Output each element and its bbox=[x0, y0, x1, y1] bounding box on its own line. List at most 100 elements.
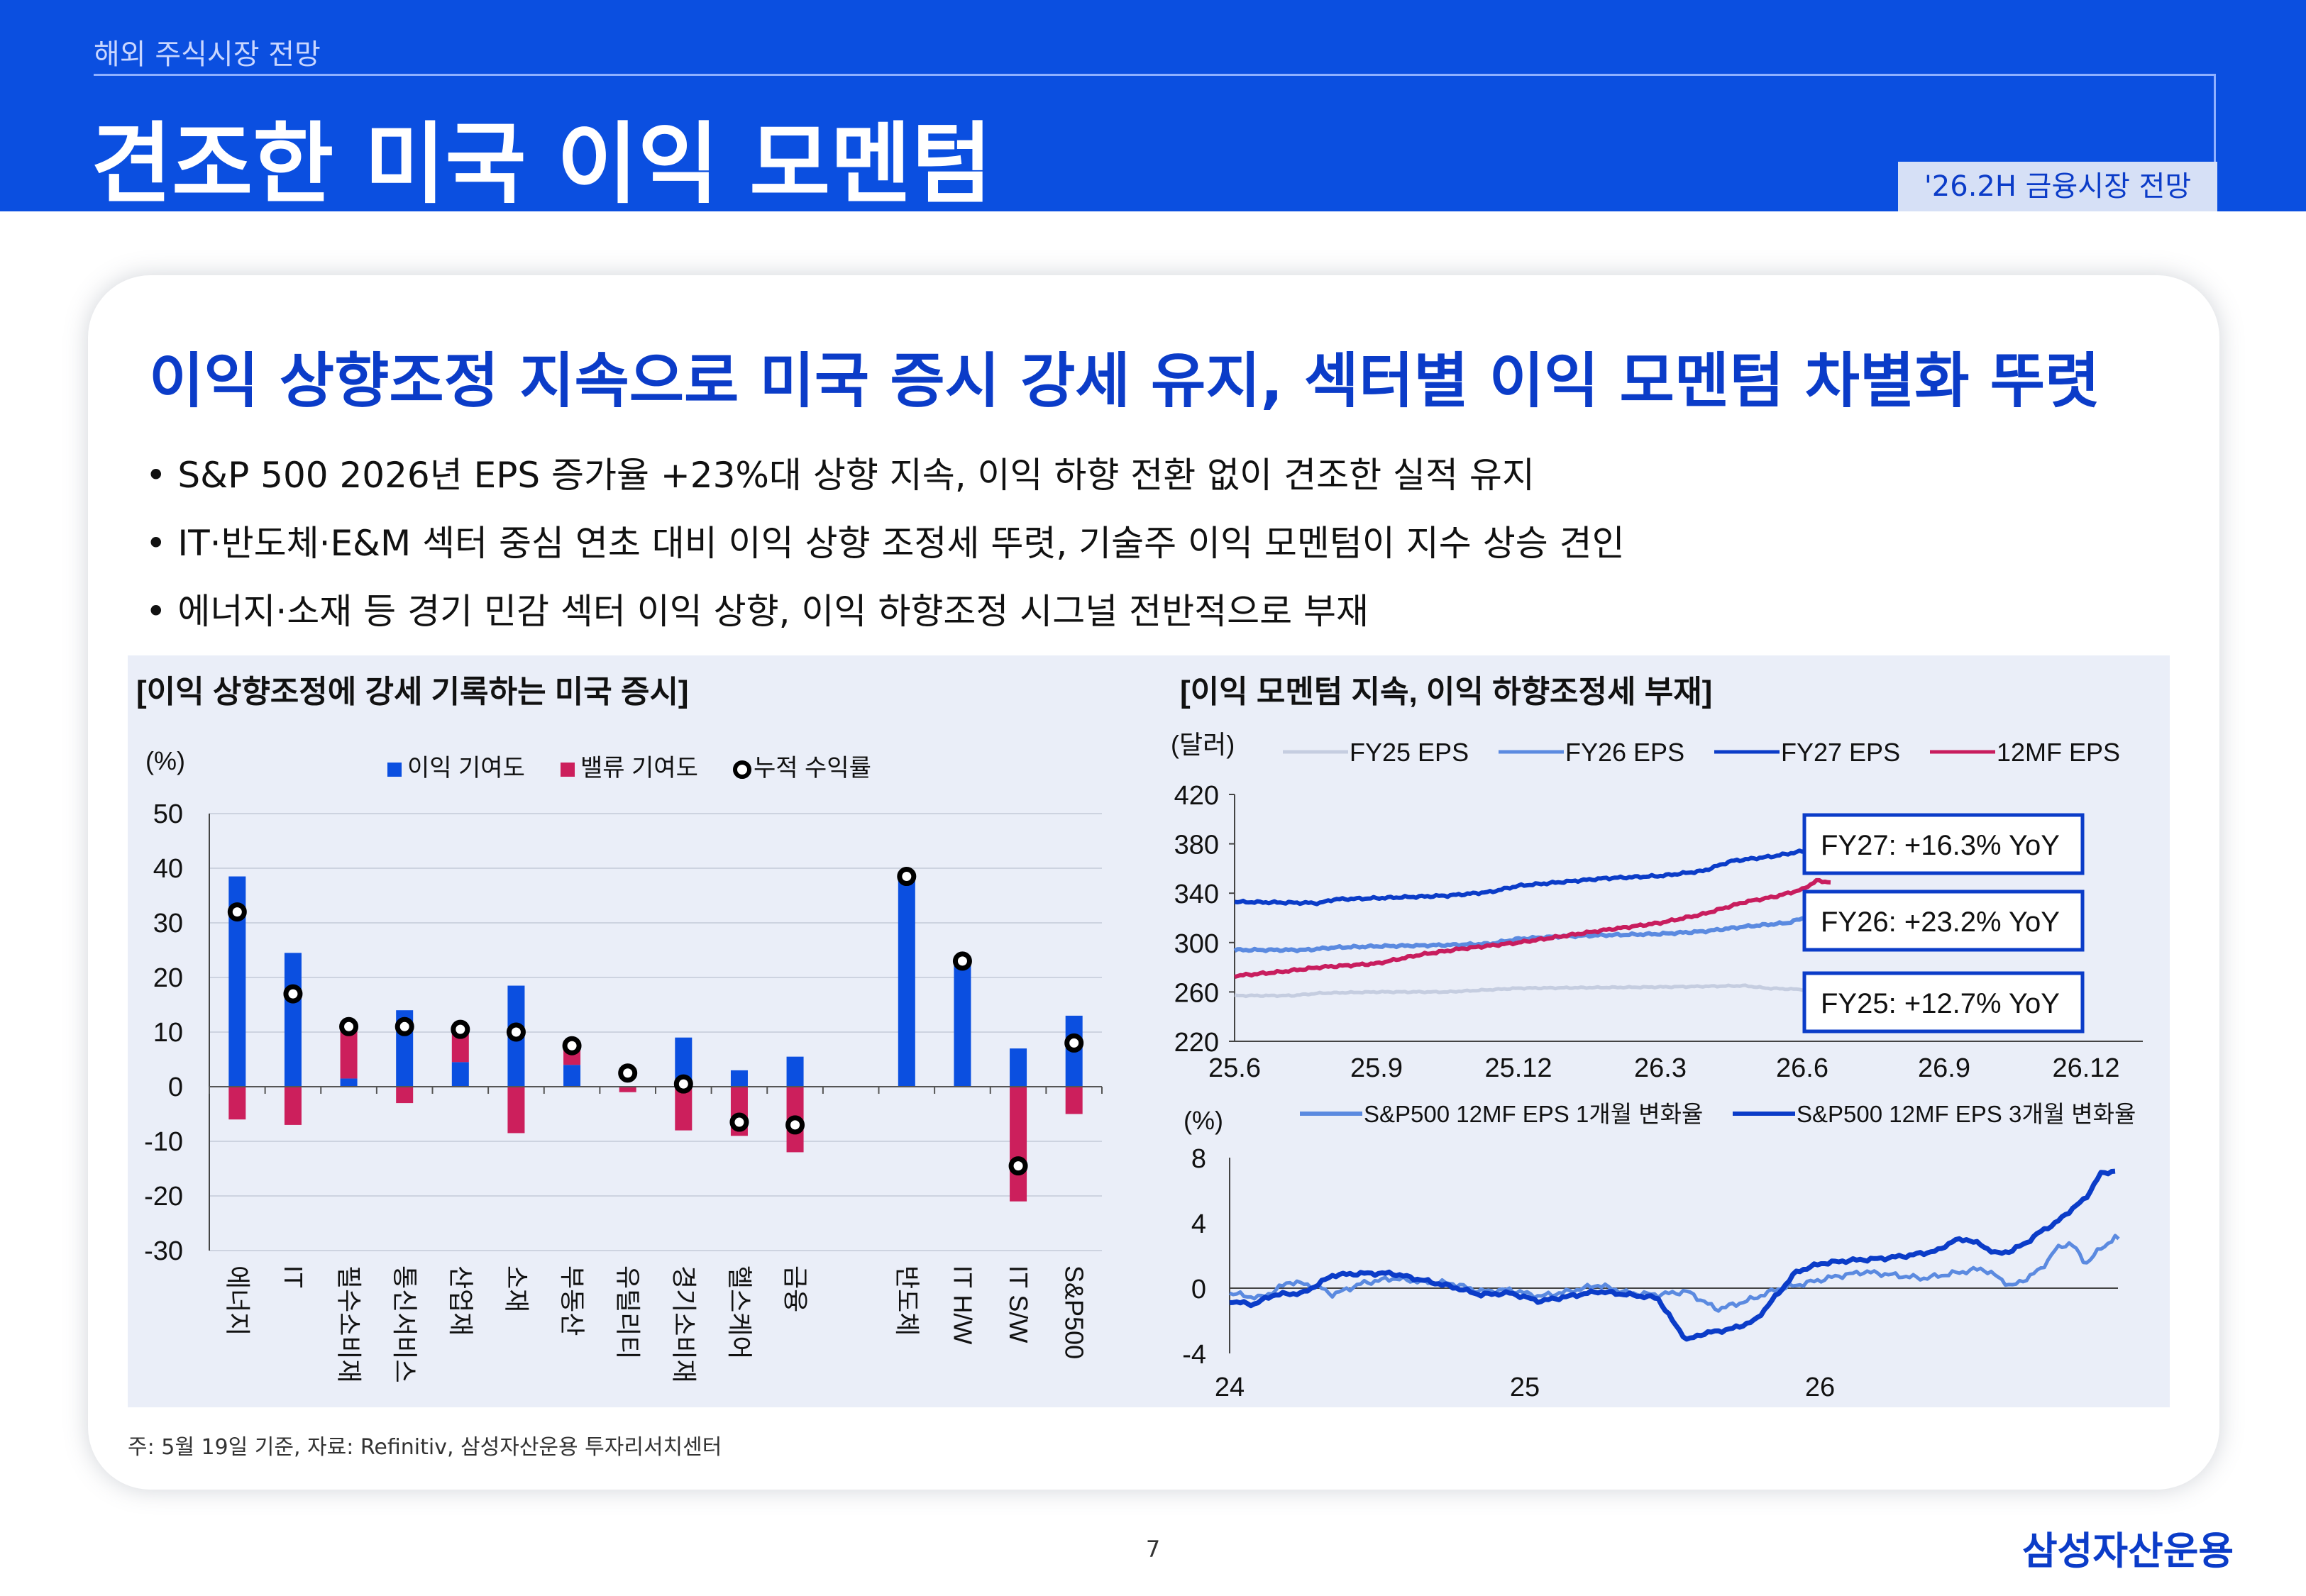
chart2-legend-label: FY26 EPS bbox=[1565, 738, 1684, 767]
chart2-y-unit: (달러) bbox=[1171, 730, 1235, 759]
legend-return-label: 누적 수익률 bbox=[754, 755, 871, 782]
chart1-x-label: 소재 bbox=[502, 1265, 531, 1312]
chart1-y-tick: 30 bbox=[153, 909, 183, 938]
chart2-y-tick: 420 bbox=[1174, 781, 1219, 811]
chart2-y-tick: 340 bbox=[1174, 880, 1219, 909]
chart1-x-label: 금융 bbox=[781, 1265, 810, 1312]
chart3-legend-label: S&P500 12MF EPS 3개월 변화율 bbox=[1797, 1101, 2136, 1127]
bar-valuation bbox=[396, 1087, 414, 1104]
return-marker bbox=[1008, 1156, 1028, 1176]
bullet-item: • 에너지·소재 등 경기 민감 섹터 이익 상향, 이익 하향조정 시그널 전… bbox=[145, 591, 1369, 632]
return-marker bbox=[283, 984, 303, 1004]
return-marker bbox=[451, 1019, 470, 1039]
return-marker bbox=[952, 951, 972, 971]
chart2-x-tick: 25.9 bbox=[1350, 1053, 1403, 1083]
header-rule-vertical bbox=[2214, 74, 2216, 165]
footnote: 주: 5월 19일 기준, 자료: Refinitiv, 삼성자산운용 투자리서… bbox=[128, 1435, 722, 1460]
chart1-x-label: 경기소비재 bbox=[669, 1265, 698, 1383]
bullet-item: • S&P 500 2026년 EPS 증가율 +23%대 상향 지속, 이익 … bbox=[145, 455, 1535, 496]
yoy-annotation-box bbox=[1802, 971, 2085, 1033]
chart2-y-tick: 260 bbox=[1174, 978, 1219, 1008]
bar-valuation bbox=[507, 1087, 525, 1134]
bar-valuation bbox=[675, 1087, 693, 1131]
chart3-series-line bbox=[1229, 1168, 2116, 1342]
chart3-y-unit: (%) bbox=[1184, 1106, 1223, 1135]
chart1-y-tick: -20 bbox=[144, 1182, 183, 1212]
return-marker bbox=[618, 1063, 638, 1083]
legend-valuation-label: 밸류 기여도 bbox=[580, 755, 698, 782]
header-band: 해외 주식시장 전망 견조한 미국 이익 모멘텀 '26.2H 금융시장 전망 bbox=[0, 0, 2306, 216]
chart1-x-label: IT bbox=[279, 1265, 308, 1288]
chart3-x-tick: 26 bbox=[1805, 1373, 1835, 1402]
yoy-annotation-text: FY27: +16.3% YoY bbox=[1821, 830, 2060, 861]
bar-valuation bbox=[1010, 1087, 1027, 1202]
chart2-x-tick: 26.9 bbox=[1918, 1053, 1970, 1083]
chart1-y-tick: 50 bbox=[153, 799, 183, 829]
chart3-y-tick: -4 bbox=[1182, 1340, 1206, 1370]
return-marker bbox=[562, 1036, 582, 1055]
chart2-title: [이익 모멘텀 지속, 이익 하향조정세 부재] bbox=[1180, 675, 1712, 709]
chart2-x-tick: 26.3 bbox=[1634, 1053, 1687, 1083]
chart1-y-tick: 10 bbox=[153, 1018, 183, 1048]
chart3-x-tick: 25 bbox=[1510, 1373, 1540, 1402]
chart2-x-tick: 25.12 bbox=[1484, 1053, 1552, 1083]
bar-valuation bbox=[284, 1087, 302, 1125]
bar-earnings bbox=[284, 953, 302, 1087]
chart2-x-tick: 26.12 bbox=[2052, 1053, 2119, 1083]
chart2-x-tick: 25.6 bbox=[1208, 1053, 1261, 1083]
bar-earnings bbox=[898, 876, 915, 1087]
chart2-legend-label: FY27 EPS bbox=[1781, 738, 1900, 767]
chart1-x-label: 반도체 bbox=[893, 1265, 922, 1336]
page-title: 견조한 미국 이익 모멘텀 bbox=[91, 113, 993, 216]
yoy-annotation-text: FY26: +23.2% YoY bbox=[1821, 907, 2060, 938]
section-kicker: 해외 주식시장 전망 bbox=[94, 38, 321, 71]
return-marker bbox=[785, 1115, 805, 1135]
chart1-y-tick: -10 bbox=[144, 1127, 183, 1157]
header-rule bbox=[94, 74, 2215, 76]
chart1-x-label: 에너지 bbox=[223, 1265, 252, 1336]
chart1-x-label: IT S/W bbox=[1004, 1265, 1033, 1343]
legend-earnings-label: 이익 기여도 bbox=[407, 755, 525, 782]
chart1-y-unit: (%) bbox=[145, 746, 185, 775]
return-marker bbox=[673, 1074, 693, 1094]
yoy-annotation-text: FY25: +12.7% YoY bbox=[1821, 988, 2060, 1019]
chart1-x-label: 부동산 bbox=[558, 1265, 587, 1336]
chart3-x-tick: 24 bbox=[1215, 1373, 1245, 1402]
chart2-y-tick: 380 bbox=[1174, 831, 1219, 860]
bar-valuation bbox=[1065, 1087, 1083, 1114]
chart1-y-tick: -30 bbox=[144, 1236, 183, 1266]
chart2-series-line bbox=[1233, 911, 1831, 953]
chart2-series-line bbox=[1234, 842, 1832, 907]
chart3-y-tick: 8 bbox=[1191, 1144, 1206, 1174]
bar-valuation bbox=[619, 1087, 636, 1092]
legend-valuation-swatch bbox=[561, 763, 575, 777]
return-marker bbox=[395, 1016, 414, 1036]
bar-earnings bbox=[340, 1078, 358, 1087]
company-logo: 삼성자산운용 bbox=[2022, 1529, 2234, 1573]
return-marker bbox=[506, 1022, 526, 1042]
chart3-series-line bbox=[1229, 1234, 2120, 1313]
chart1-x-label: S&P500 bbox=[1060, 1265, 1089, 1359]
chart3-y-tick: 4 bbox=[1191, 1209, 1206, 1239]
chart3-y-tick: 0 bbox=[1191, 1275, 1206, 1304]
page-number: 7 bbox=[1145, 1536, 1161, 1563]
return-marker bbox=[729, 1112, 749, 1132]
yoy-annotation-box bbox=[1802, 813, 2085, 875]
report-tag: '26.2H 금융시장 전망 bbox=[1898, 162, 2217, 211]
chart2-series-line bbox=[1234, 983, 1831, 999]
chart1-title: [이익 상향조정에 강세 기록하는 미국 증시] bbox=[136, 675, 689, 709]
return-marker bbox=[227, 902, 247, 922]
yoy-annotation-box bbox=[1802, 890, 2085, 952]
chart1-x-label: 유틸리티 bbox=[614, 1265, 643, 1359]
chart2-y-tick: 300 bbox=[1174, 929, 1219, 959]
chart2-series-line bbox=[1234, 877, 1831, 980]
chart3-legend-label: S&P500 12MF EPS 1개월 변화율 bbox=[1364, 1101, 1703, 1127]
chart2-y-tick: 220 bbox=[1174, 1028, 1219, 1058]
bullet-list: • S&P 500 2026년 EPS 증가율 +23%대 상향 지속, 이익 … bbox=[145, 441, 1625, 645]
chart1-x-label: IT H/W bbox=[948, 1265, 977, 1344]
bar-earnings bbox=[954, 960, 971, 1087]
chart1-x-label: 산업재 bbox=[446, 1265, 475, 1336]
bar-earnings bbox=[786, 1056, 804, 1087]
chart1-y-tick: 40 bbox=[153, 854, 183, 884]
